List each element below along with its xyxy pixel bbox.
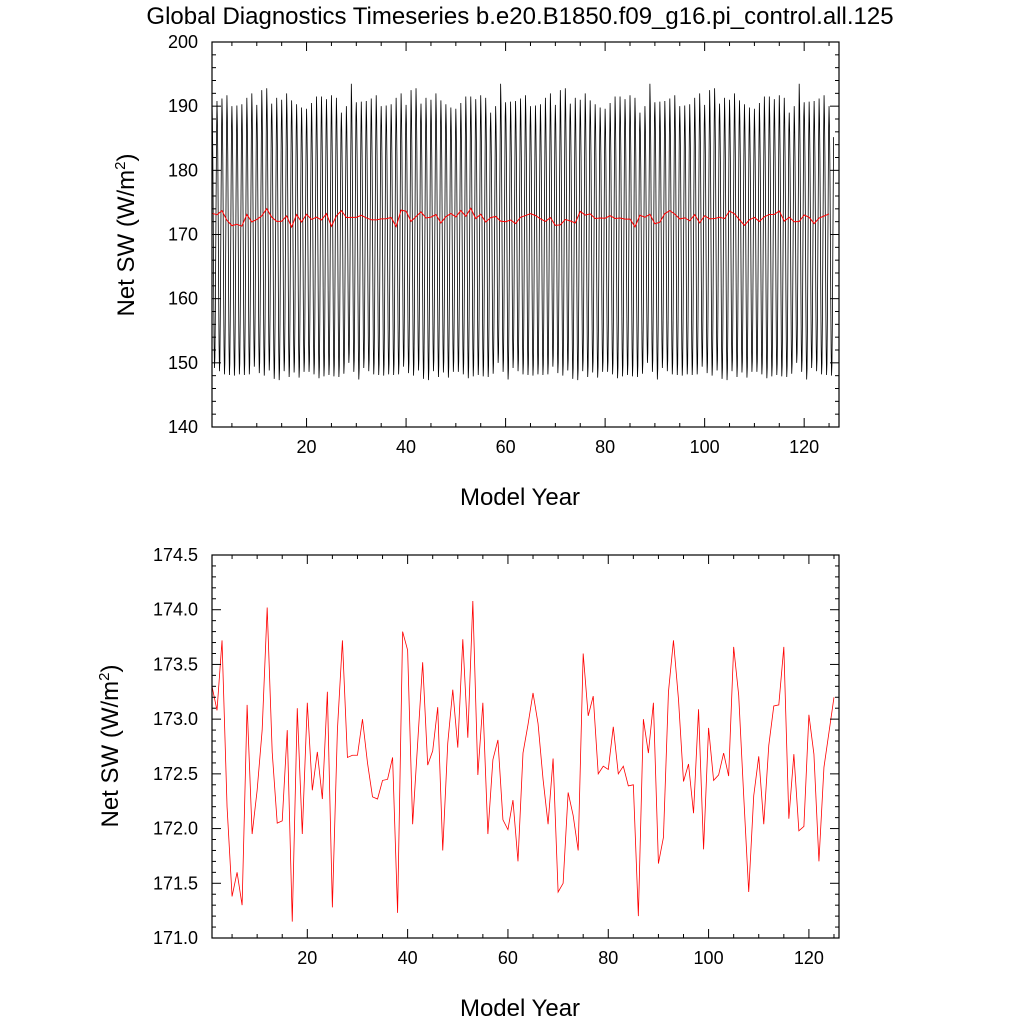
bottom-panel: 20 40 60 80 100 120 171.0 171.5 172.0 172.5 173.0 1…: [96, 545, 840, 1022]
top-ylabel: Net SW (W/m2): [112, 154, 140, 317]
bottom-ylabel-sup: 2: [96, 673, 113, 681]
bottom-plot-frame: [211, 554, 840, 939]
x-tick-label: 100: [694, 948, 724, 968]
x-tick-label: 60: [496, 437, 516, 457]
x-tick-label: 20: [297, 948, 317, 968]
top-ylabel-sup: 2: [112, 162, 129, 170]
x-tick-label: 120: [794, 948, 824, 968]
y-tick-label: 171.5: [153, 873, 198, 893]
top-monthly-series: [211, 83, 835, 381]
top-ticks: 20 40 60 80 100 120 140 150 160 170 180 190 200: [168, 32, 839, 457]
y-tick-label: 174.5: [153, 545, 198, 565]
bottom-ticks: 20 40 60 80 100 120 171.0 171.5 172.0 172.5 173.0 1…: [153, 545, 839, 968]
y-tick-label: 173.0: [153, 709, 198, 729]
bottom-ylabel: Net SW (W/m2): [96, 665, 124, 828]
annual-mean-line-top: [211, 207, 830, 229]
y-tick-label: 140: [168, 417, 198, 437]
y-tick-label: 174.0: [153, 600, 198, 620]
bottom-ylabel-tail: ): [97, 665, 124, 673]
annual-mean-line-bottom: [211, 600, 835, 922]
top-annual-series: [211, 207, 830, 229]
bottom-xlabel: Model Year: [460, 995, 580, 1022]
y-tick-label: 170: [168, 225, 198, 245]
top-panel: 20 40 60 80 100 120 140 150 160 170 180 190 200 Mode…: [112, 32, 840, 511]
y-tick-label: 160: [168, 289, 198, 309]
y-tick-label: 150: [168, 353, 198, 373]
x-tick-label: 120: [789, 437, 819, 457]
top-ylabel-tail: ): [113, 154, 140, 162]
y-tick-label: 173.5: [153, 654, 198, 674]
x-tick-label: 20: [297, 437, 317, 457]
top-ylabel-main: Net SW (W/m: [113, 170, 140, 317]
x-tick-label: 40: [396, 437, 416, 457]
top-xlabel: Model Year: [460, 484, 580, 511]
x-tick-label: 100: [690, 437, 720, 457]
y-tick-label: 171.0: [153, 928, 198, 948]
x-tick-label: 80: [595, 437, 615, 457]
y-tick-label: 200: [168, 32, 198, 52]
bottom-annual-series: [211, 600, 835, 922]
y-tick-label: 172.5: [153, 764, 198, 784]
y-tick-label: 190: [168, 96, 198, 116]
figure-title: Global Diagnostics Timeseries b.e20.B185…: [146, 3, 893, 30]
y-tick-label: 172.0: [153, 819, 198, 839]
x-tick-label: 60: [498, 948, 518, 968]
monthly-line: [211, 83, 835, 381]
x-tick-label: 40: [398, 948, 418, 968]
bottom-ylabel-main: Net SW (W/m: [97, 681, 124, 828]
y-tick-label: 180: [168, 160, 198, 180]
x-tick-label: 80: [598, 948, 618, 968]
